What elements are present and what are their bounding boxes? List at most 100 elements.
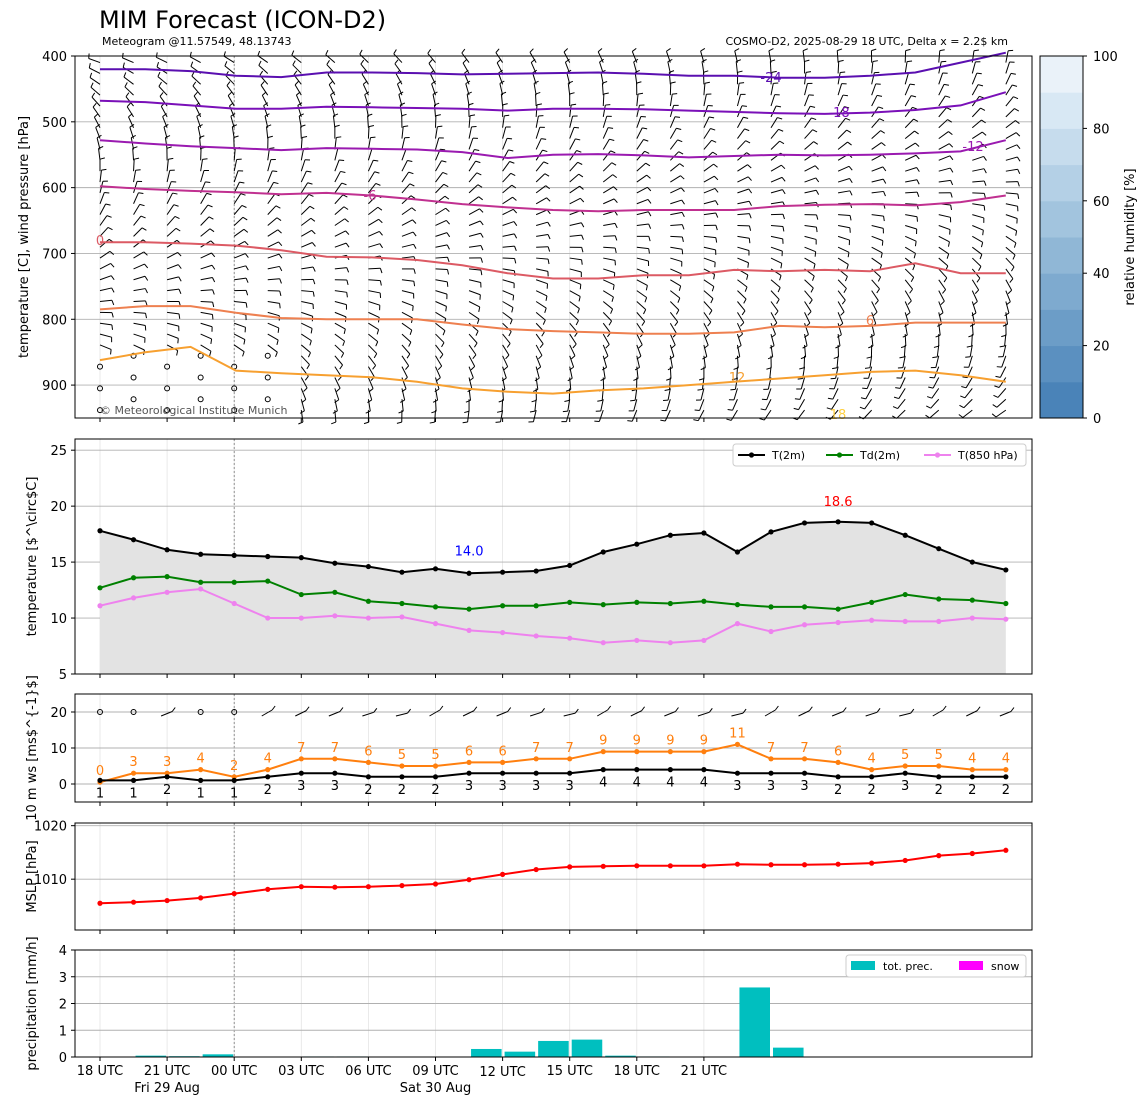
wind-barb <box>367 148 373 161</box>
wind-barb-flag <box>781 164 786 170</box>
precipitation-bar <box>135 1055 167 1057</box>
wind-barb-flag <box>979 254 983 260</box>
wind-barb-flag <box>511 307 514 313</box>
wind-barb <box>569 138 576 150</box>
wind-barb-flag <box>175 227 181 232</box>
wind-barb-flag <box>230 113 236 117</box>
wind-barb-flag <box>913 118 919 122</box>
wind-barb <box>972 180 985 183</box>
wind-barb <box>200 228 211 237</box>
wind-barb-flag <box>340 170 346 174</box>
series-point <box>500 871 506 877</box>
wind-barb-flag <box>741 105 747 107</box>
wind-barb <box>535 115 539 128</box>
wind-barb-flag <box>547 221 551 227</box>
wind-barb-flag <box>893 396 899 400</box>
wind-barb <box>636 290 647 298</box>
wind-barb-flag <box>578 296 581 302</box>
wind-barb-flag <box>864 367 871 369</box>
y-tick-label: 2 <box>59 998 67 1013</box>
wind-barb-flag <box>396 421 402 424</box>
wind-barb-flag <box>794 398 800 400</box>
wind-barb <box>569 311 579 321</box>
wind-barb <box>630 710 642 717</box>
wind-barb-flag <box>199 135 205 138</box>
series-point <box>801 756 808 762</box>
wind-barb <box>502 115 505 128</box>
wind-barb-flag <box>346 279 349 285</box>
mean-wind-value-label: 2 <box>364 783 372 798</box>
wind-barb-flag <box>407 159 413 162</box>
wind-barb-flag <box>579 284 582 290</box>
wind-barb <box>905 225 917 230</box>
wind-barb <box>837 61 840 74</box>
series-point <box>164 770 170 776</box>
wind-barb-flag <box>190 61 194 67</box>
wind-barb-flag <box>138 192 144 195</box>
wind-barb-flag <box>364 91 370 96</box>
wind-barb-flag <box>939 49 945 52</box>
wind-barb <box>267 229 279 237</box>
wind-barb <box>700 388 705 401</box>
series-point <box>768 862 774 868</box>
wind-barb-flag <box>648 211 652 217</box>
wind-barb-flag <box>770 59 776 62</box>
wind-barb <box>368 322 379 331</box>
wind-barb-flag <box>202 158 208 160</box>
wind-barb <box>502 301 514 308</box>
wind-barb <box>133 159 135 172</box>
wind-barb-flag <box>211 264 216 270</box>
series-line <box>99 520 1007 575</box>
wind-barb-flag <box>781 177 786 182</box>
series-point <box>667 767 673 773</box>
wind-barb-flag <box>261 91 267 96</box>
gust-value-label: 6 <box>465 744 473 759</box>
wind-barb-flag <box>266 124 272 128</box>
mean-wind-value-label: 2 <box>968 783 976 798</box>
wind-barb <box>770 83 774 96</box>
wind-barb-flag <box>842 707 847 712</box>
wind-barb <box>670 211 683 216</box>
model-run-subtitle: COSMO-D2, 2025-08-29 18 UTC, Delta x = 2… <box>725 35 1008 48</box>
wind-barb <box>636 344 642 357</box>
wind-barb <box>133 204 141 215</box>
wind-barb <box>831 398 839 410</box>
wind-barb-flag <box>614 235 618 241</box>
wind-barb <box>157 76 168 85</box>
wind-barb-flag <box>991 413 997 418</box>
wind-barb <box>569 127 575 139</box>
wind-barb <box>199 137 202 150</box>
wind-barb <box>267 159 272 172</box>
series-point <box>298 884 304 890</box>
wind-barb-flag <box>373 353 378 359</box>
wind-barb-flag <box>909 288 913 294</box>
wind-barb-flag <box>612 174 618 179</box>
series-point <box>432 774 439 780</box>
x-tick-label: 18 UTC <box>614 1064 660 1079</box>
wind-barb <box>435 388 439 401</box>
wind-barb <box>669 139 678 150</box>
wind-barb-flag <box>958 414 964 418</box>
wind-barb <box>267 253 280 259</box>
wind-barb <box>971 84 979 96</box>
wind-barb-flag <box>544 307 547 313</box>
wind-barb-flag <box>345 230 350 235</box>
wind-barb-flag <box>101 168 107 171</box>
wind-barb <box>133 215 142 226</box>
wind-barb <box>905 166 917 172</box>
wind-barb-flag <box>946 107 952 111</box>
wind-barb-flag <box>92 102 97 108</box>
wind-barb-flag <box>1015 132 1021 137</box>
wind-barb <box>401 243 414 248</box>
wind-barb-flag <box>808 706 813 712</box>
wind-barb-flag <box>815 189 820 195</box>
series-point <box>969 597 975 603</box>
wind-barb <box>835 366 839 379</box>
wind-barb <box>736 333 742 346</box>
wind-barb <box>301 322 313 329</box>
series-point <box>902 591 908 598</box>
wind-barb-flag <box>905 312 911 317</box>
legend-label: tot. prec. <box>883 960 933 973</box>
gust-value-label: 6 <box>498 744 506 759</box>
